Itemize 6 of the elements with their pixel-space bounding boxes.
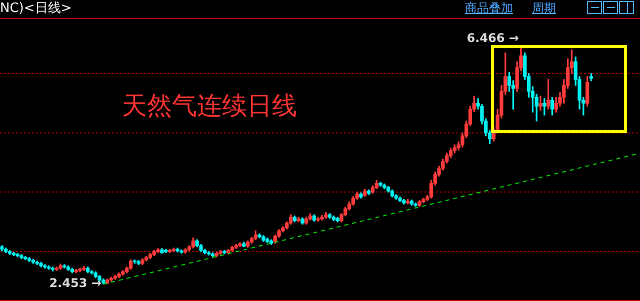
text: 商品叠加 (465, 1, 513, 16)
text: 周期 (532, 1, 556, 16)
chart-subtitle: NC)<日线> (0, 0, 72, 17)
text: 天然气连续日线 (122, 91, 297, 121)
annotation: 6.466 → (466, 31, 519, 46)
annotation: 2.453 → (49, 276, 102, 290)
